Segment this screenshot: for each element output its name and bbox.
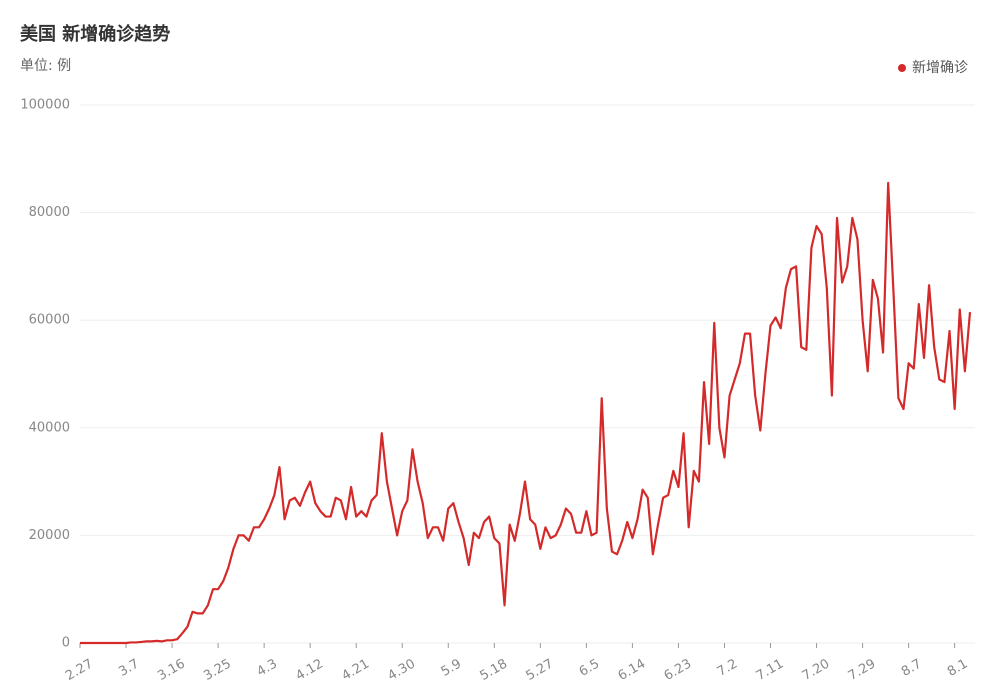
- x-tick-label: 5.18: [477, 657, 510, 684]
- line: [80, 181, 972, 645]
- x-tick-label: 4.3: [254, 657, 279, 680]
- y-tick-label: 100000: [20, 98, 70, 113]
- x-tick-label: 4.21: [339, 657, 372, 684]
- x-tick-label: 5.27: [524, 657, 557, 684]
- y-tick-label: 60000: [29, 313, 70, 328]
- x-tick-label: 3.16: [155, 657, 188, 684]
- y-tick-label: 80000: [29, 205, 70, 220]
- x-tick-label: 8.1: [945, 657, 970, 680]
- x-tick-label: 6.23: [662, 657, 695, 684]
- chart-title: 美国 新增确诊趋势: [20, 23, 170, 45]
- chart-subtitle: 单位: 例: [20, 58, 71, 74]
- x-tick-label: 4.30: [385, 657, 418, 684]
- x-tick-label: 3.7: [116, 657, 141, 680]
- legend-label: 新增确诊: [912, 60, 968, 76]
- x-tick-label: 3.25: [201, 657, 234, 684]
- x-tick-label: 6.5: [577, 657, 602, 680]
- x-tick-label: 5.9: [439, 657, 464, 680]
- x-tick-label: 7.29: [846, 657, 879, 684]
- y-tick-label: 20000: [29, 528, 70, 543]
- legend-marker: [898, 64, 906, 72]
- x-tick-label: 7.20: [800, 657, 833, 684]
- x-tick-label: 2.27: [63, 657, 96, 684]
- y-tick-label: 0: [62, 636, 70, 651]
- x-tick-label: 7.2: [715, 657, 740, 680]
- x-tick-label: 4.12: [293, 657, 326, 684]
- x-tick-label: 8.7: [899, 657, 924, 680]
- x-tick-label: 6.14: [616, 657, 649, 684]
- x-tick-label: 7.11: [754, 657, 787, 684]
- y-tick-label: 40000: [29, 420, 70, 435]
